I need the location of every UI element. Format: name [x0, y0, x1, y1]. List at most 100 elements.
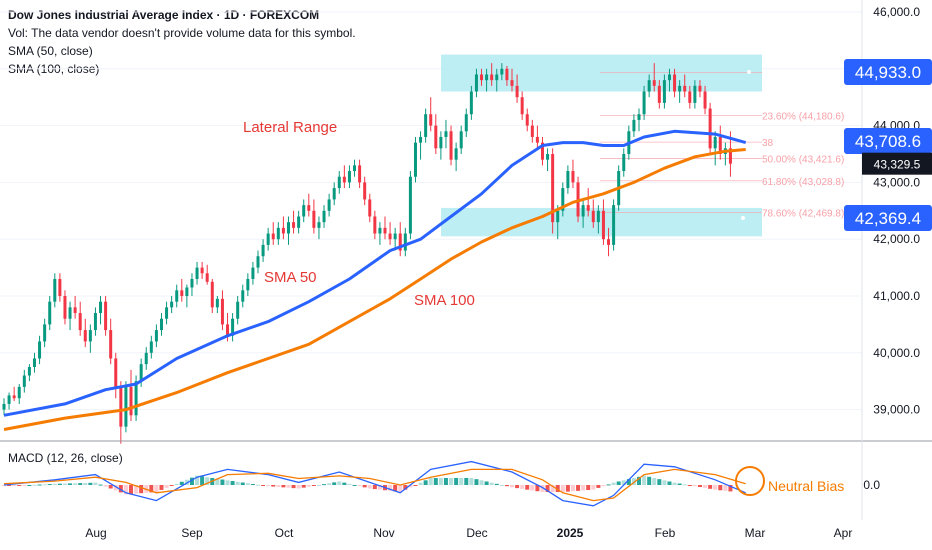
macd-histogram-bar	[83, 482, 88, 485]
high-price-label: 44,933.0	[855, 63, 921, 82]
macd-histogram-bar	[454, 477, 459, 485]
candle-body	[215, 298, 219, 308]
candle-body	[83, 330, 87, 342]
candle-body	[459, 131, 463, 149]
macd-histogram-bar	[703, 485, 708, 488]
candle-body	[505, 68, 509, 81]
macd-histogram-bar	[322, 484, 327, 486]
candle-body	[149, 341, 153, 353]
candle-body	[469, 91, 473, 115]
macd-histogram-bar	[723, 485, 728, 491]
macd-histogram-bar	[530, 485, 535, 491]
macd-histogram-bar	[423, 480, 428, 485]
candle-body	[32, 358, 36, 367]
moving-averages	[3, 129, 747, 431]
candle-body	[236, 301, 240, 319]
macd-histogram-bar	[291, 485, 296, 489]
candle-body	[510, 80, 514, 86]
candle-body	[683, 85, 687, 92]
candle-body	[662, 80, 666, 103]
candle-body	[703, 91, 707, 109]
macd-histogram-bar	[220, 479, 225, 485]
macd-histogram-bar	[261, 485, 266, 486]
candle-body	[297, 216, 301, 228]
macd-histogram-bar	[459, 477, 464, 485]
macd-histogram-bar	[586, 485, 591, 491]
sma100-label: SMA 100	[414, 292, 475, 309]
candle-body	[175, 290, 179, 302]
macd-histogram-bar	[62, 483, 67, 485]
macd-histogram-bar	[296, 485, 301, 489]
macd-histogram-bar	[393, 485, 398, 492]
candle-body	[464, 114, 468, 132]
candle-body	[474, 74, 478, 92]
candle-body	[337, 176, 341, 189]
candle-body	[347, 171, 351, 183]
macd-histogram-bar	[134, 485, 139, 494]
candle-body	[109, 330, 113, 359]
macd-histogram-bar	[164, 485, 169, 488]
candle-body	[48, 301, 52, 325]
fib-label: 50.00% (43,421.6)	[762, 154, 844, 165]
macd-histogram-bar	[438, 477, 443, 485]
macd-histogram-bar	[631, 477, 636, 485]
macd-histogram-bar	[57, 483, 62, 485]
macd-histogram-bar	[606, 484, 611, 486]
x-tick-label: Sep	[181, 526, 203, 540]
candle-body	[408, 176, 412, 234]
candle-body	[276, 227, 280, 240]
macd-histogram-bar	[535, 485, 540, 492]
macd-histogram-bar	[286, 485, 291, 488]
macd-histogram-bar	[68, 483, 73, 485]
candle-body	[566, 171, 570, 189]
candle-body	[454, 148, 458, 160]
sma50-label: SMA 50	[264, 269, 317, 286]
candle-body	[104, 301, 108, 331]
candle-body	[530, 125, 534, 137]
x-tick-label: Dec	[466, 526, 487, 540]
candle-body	[154, 330, 158, 342]
macd-histogram-bar	[362, 485, 367, 488]
macd-histogram-bar	[2, 485, 6, 487]
macd-histogram-bar	[7, 485, 12, 486]
macd-histogram-bar	[103, 485, 108, 487]
candle-body	[657, 85, 661, 103]
candle-body	[515, 85, 519, 98]
candle-body	[398, 233, 402, 251]
candle-body	[246, 278, 250, 291]
macd-histogram-bar	[108, 485, 113, 489]
annotations: Neutral Bias Lateral Range SMA 50 SMA 100	[243, 119, 844, 496]
candle-body	[93, 313, 97, 331]
candle-body	[637, 114, 641, 120]
candle-body	[144, 352, 148, 365]
candle-body	[332, 188, 336, 200]
macd-histogram-bar	[235, 481, 240, 485]
candle-body	[652, 80, 656, 86]
candle-body	[139, 364, 143, 382]
candle-body	[292, 222, 296, 228]
macd-histogram-bar	[367, 485, 372, 489]
candle-body	[210, 281, 214, 308]
macd-histogram-bar	[205, 477, 210, 485]
candle-body	[58, 278, 62, 296]
candle-body	[165, 307, 169, 319]
candle-body	[535, 136, 539, 143]
volume-note: Vol: The data vendor doesn't provide vol…	[8, 26, 356, 40]
macd-histogram-bar	[32, 484, 37, 486]
macd-histogram-bar	[179, 481, 184, 485]
candle-body	[581, 205, 585, 217]
macd-histogram-bar	[550, 485, 555, 493]
candle-body	[226, 324, 230, 336]
macd-histogram-bar	[154, 485, 159, 493]
macd-histogram-bar	[449, 477, 454, 485]
macd-histogram-bar	[413, 485, 418, 486]
macd-histogram-bar	[718, 485, 723, 491]
high-price-label-box	[844, 59, 932, 85]
macd-histogram-bar	[510, 485, 514, 488]
macd-line	[3, 460, 746, 507]
candle-body	[266, 233, 270, 245]
candle-body	[38, 341, 42, 359]
macd-histogram-bar	[306, 485, 311, 487]
macd-histogram-bar	[118, 485, 123, 493]
